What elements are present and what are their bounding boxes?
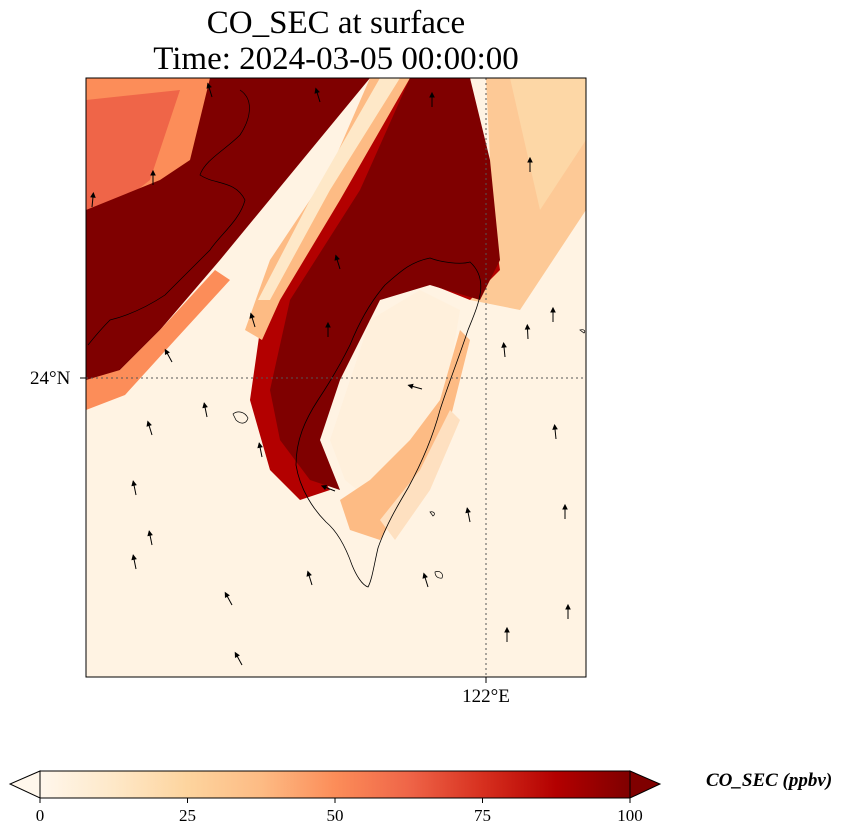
wind-arrow-head xyxy=(306,570,312,577)
field-south-plume-light xyxy=(380,410,460,540)
wind-arrow-head xyxy=(146,420,152,427)
wind-vectors xyxy=(90,82,571,666)
colorbar-tick-label: 0 xyxy=(35,806,45,825)
map-time-subtitle: Time: 2024-03-05 00:00:00 xyxy=(153,41,519,77)
wind-arrow-head xyxy=(234,651,240,659)
wind-arrow-head xyxy=(552,423,558,430)
wind-arrow-head xyxy=(147,530,153,537)
lon-tick-label: 122°E xyxy=(462,686,510,707)
wind-arrow-head xyxy=(562,503,568,510)
field-south-plume xyxy=(340,330,470,540)
map-title: CO_SEC at surface xyxy=(206,5,466,41)
wind-arrow-head xyxy=(501,341,507,348)
colorbar-extend-low xyxy=(8,770,41,799)
wind-arrow-head xyxy=(325,321,331,328)
colorbar-tick-label: 75 xyxy=(474,806,491,825)
wind-arrow-head xyxy=(407,383,414,390)
field-inner-clean xyxy=(330,290,460,500)
field-band-east-lighter xyxy=(510,78,586,210)
wind-arrow-head xyxy=(150,169,156,176)
colorbar-tick-label: 100 xyxy=(617,806,643,825)
wind-arrow-head xyxy=(249,312,255,319)
wind-arrow-head xyxy=(224,591,230,599)
wind-arrow-head xyxy=(550,306,556,313)
wind-arrow-head xyxy=(131,480,137,487)
colorbar-ticks xyxy=(39,798,631,803)
wind-arrow-head xyxy=(320,484,328,491)
colorbar-tick-label: 50 xyxy=(326,806,344,825)
wind-arrow-head xyxy=(314,87,320,94)
wind-arrow-head xyxy=(527,156,533,163)
orchid-island xyxy=(434,571,443,579)
wind-arrow-head xyxy=(202,402,208,409)
colorbar xyxy=(8,770,662,803)
field-band-west-mid2 xyxy=(86,90,180,230)
green-island xyxy=(429,511,435,517)
wind-arrow-head xyxy=(131,554,137,561)
colorbar-extend-high xyxy=(629,770,662,799)
colorbar-label: CO_SEC (ppbv) xyxy=(706,770,833,791)
mainland-coastline xyxy=(87,89,250,346)
wind-arrow-head xyxy=(206,82,212,89)
wind-arrow-head xyxy=(524,323,531,330)
lat-tick-label: 24°N xyxy=(30,368,71,389)
field-band-east-dark xyxy=(270,78,500,490)
wind-arrow-head xyxy=(465,507,471,514)
wind-arrow-head xyxy=(429,91,435,98)
field-band-west-edge xyxy=(86,270,230,410)
wind-arrow-head xyxy=(164,348,170,356)
wind-arrow-head xyxy=(422,572,428,579)
penghu-island xyxy=(232,411,249,424)
field-band-gap-light xyxy=(258,78,400,300)
wind-arrow-head xyxy=(565,603,571,610)
field-band-west-dark xyxy=(86,78,370,400)
wind-arrow-head xyxy=(257,442,263,449)
wind-arrow-head xyxy=(90,191,96,198)
field-band-gap xyxy=(245,78,410,340)
taiwan-coastline xyxy=(295,257,482,588)
wind-arrow-head xyxy=(334,254,340,261)
colorbar-tick-label: 25 xyxy=(179,806,196,825)
wind-arrow-head xyxy=(504,626,510,633)
yonaguni-island xyxy=(579,329,586,334)
concentration-field xyxy=(86,78,586,677)
colorbar-bar xyxy=(39,770,631,799)
